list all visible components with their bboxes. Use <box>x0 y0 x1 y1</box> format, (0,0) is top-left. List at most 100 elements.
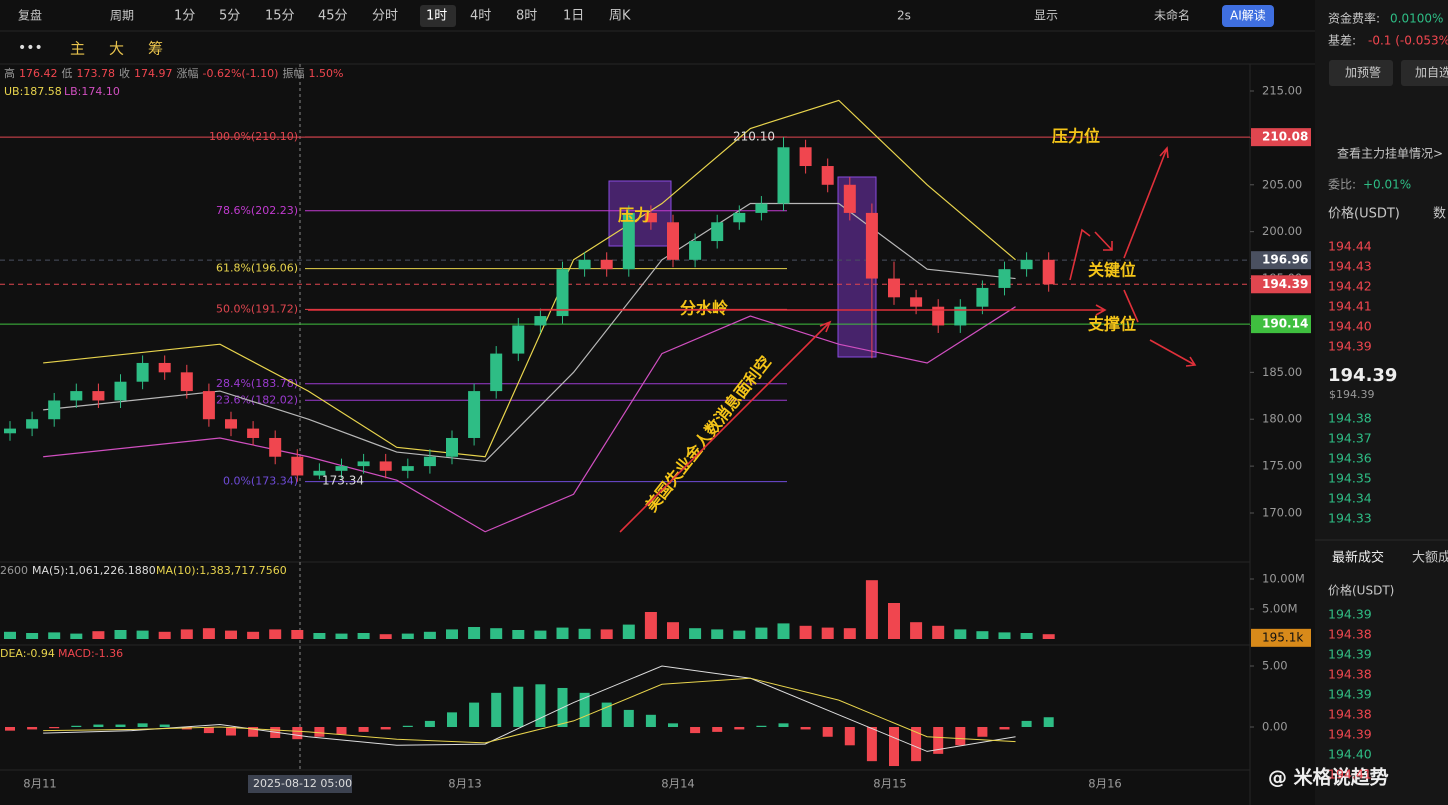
ai-label[interactable]: AI解读 <box>1230 9 1266 23</box>
indicator-tab[interactable]: 筹 <box>148 40 163 58</box>
interval[interactable]: 1时 <box>426 9 447 24</box>
x-label: 8月16 <box>1088 777 1121 791</box>
volume-bar <box>247 631 260 639</box>
candle-body <box>976 287 989 307</box>
bid-price: 194.35 <box>1328 471 1372 486</box>
volume-bar <box>490 628 503 639</box>
volume-bar <box>70 633 83 639</box>
depth-link[interactable]: 查看主力挂单情况> <box>1337 147 1443 161</box>
volume-bar <box>446 629 458 639</box>
arrow <box>1123 289 1197 367</box>
period[interactable]: 周期 <box>110 9 134 23</box>
candle-body <box>357 461 370 467</box>
volume-bar <box>291 630 304 639</box>
interval[interactable]: 45分 <box>318 9 348 24</box>
volume-bar <box>313 633 326 639</box>
trades-tab[interactable]: 最新成交 <box>1332 550 1384 566</box>
ai-button[interactable] <box>1222 5 1274 27</box>
alert-button[interactable] <box>1329 60 1393 86</box>
active-tab <box>420 5 456 27</box>
interval[interactable]: 8时 <box>516 9 537 24</box>
candle-body <box>578 259 591 270</box>
macd-bar <box>1021 720 1032 727</box>
alert[interactable]: 加预警 <box>1345 65 1381 80</box>
more[interactable]: ••• <box>18 40 43 56</box>
macd-bar <box>137 723 148 727</box>
interval[interactable]: 4时 <box>470 9 491 24</box>
layout-name[interactable]: 未命名 <box>1154 8 1190 23</box>
macd-bar <box>380 727 391 730</box>
display[interactable]: 显示 <box>1034 9 1058 23</box>
candle-body <box>888 278 900 298</box>
candle-body <box>180 372 193 392</box>
plot: 215.00210.00205.00200.00195.00190.00185.… <box>0 84 1311 791</box>
candle-body <box>932 306 945 326</box>
interval[interactable]: 15分 <box>265 9 295 24</box>
volume-bar <box>512 630 525 639</box>
candle-body <box>843 184 856 213</box>
interval[interactable]: 1分 <box>174 9 195 24</box>
refresh[interactable]: 2s <box>897 9 911 23</box>
price-header: 价格(USDT) <box>1328 206 1400 222</box>
ask-price: 194.40 <box>1328 319 1372 334</box>
candle-body <box>48 400 61 420</box>
candle-body <box>446 437 458 457</box>
volume-bar <box>954 629 967 639</box>
candle-body <box>755 203 768 213</box>
volume-tag-label: 195.1k <box>1262 630 1303 644</box>
x-label: 8月13 <box>448 777 481 791</box>
candle-body <box>534 316 547 326</box>
volume-bar <box>335 633 348 639</box>
annotation: 分水岭 <box>680 299 728 318</box>
candle-body <box>202 391 215 420</box>
macd-bar <box>756 725 767 727</box>
candle-body <box>136 362 149 382</box>
price-tick-label: 215.00 <box>1262 84 1302 98</box>
macd-bar <box>933 727 944 754</box>
indicator-tab[interactable]: 大 <box>109 40 124 58</box>
ratio-label: 委比: <box>1328 178 1356 192</box>
volume-bar <box>578 628 591 639</box>
info: 高 <box>4 66 15 80</box>
candle-body <box>423 456 436 467</box>
candle-body <box>644 212 657 223</box>
macd-bar <box>402 725 413 727</box>
interval[interactable]: 周K <box>609 9 631 24</box>
interval[interactable]: 分时 <box>372 9 398 24</box>
candle-body <box>379 461 392 471</box>
volume-bar <box>821 627 834 639</box>
interval[interactable]: 5分 <box>219 9 240 24</box>
macd-bar <box>469 702 480 727</box>
macd-bar <box>491 692 502 727</box>
indicator-tab[interactable]: 主 <box>70 40 85 58</box>
macd-bar <box>800 727 811 730</box>
trades-header: 价格(USDT) <box>1328 583 1394 598</box>
volume-header: MA(10):1,383,717.7560 <box>156 564 287 577</box>
info: -0.62%(-1.10) <box>203 67 279 80</box>
watchlist[interactable]: 加自选 <box>1415 66 1448 80</box>
candle-body <box>556 269 569 317</box>
volume-bar <box>357 633 370 639</box>
volume-bar <box>48 632 61 639</box>
arrows <box>308 146 1197 533</box>
volume-bar <box>379 634 392 639</box>
volume-bar <box>468 627 481 639</box>
volume-tick-label: 10.00M <box>1262 572 1305 586</box>
macd-bar <box>690 727 701 734</box>
macd-bar <box>226 727 236 736</box>
volume-bar <box>667 622 679 639</box>
interval[interactable]: 1日 <box>563 9 584 24</box>
watch-button[interactable] <box>1401 60 1448 86</box>
volume-bar <box>556 627 569 639</box>
crosshair-time: 2025-08-12 05:00 <box>253 777 352 790</box>
fib-label: 50.0%(191.72) <box>216 302 298 315</box>
price-tick-label: 185.00 <box>1262 365 1302 379</box>
volume-bar <box>865 580 878 639</box>
level-tag-label: 210.08 <box>1262 130 1308 144</box>
price-tick-label: 200.00 <box>1262 224 1302 238</box>
bid-price: 194.34 <box>1328 491 1372 506</box>
replay[interactable]: 复盘 <box>18 8 42 23</box>
bid-price: 194.36 <box>1328 451 1372 466</box>
big-tab[interactable]: 大额成 <box>1412 551 1448 566</box>
